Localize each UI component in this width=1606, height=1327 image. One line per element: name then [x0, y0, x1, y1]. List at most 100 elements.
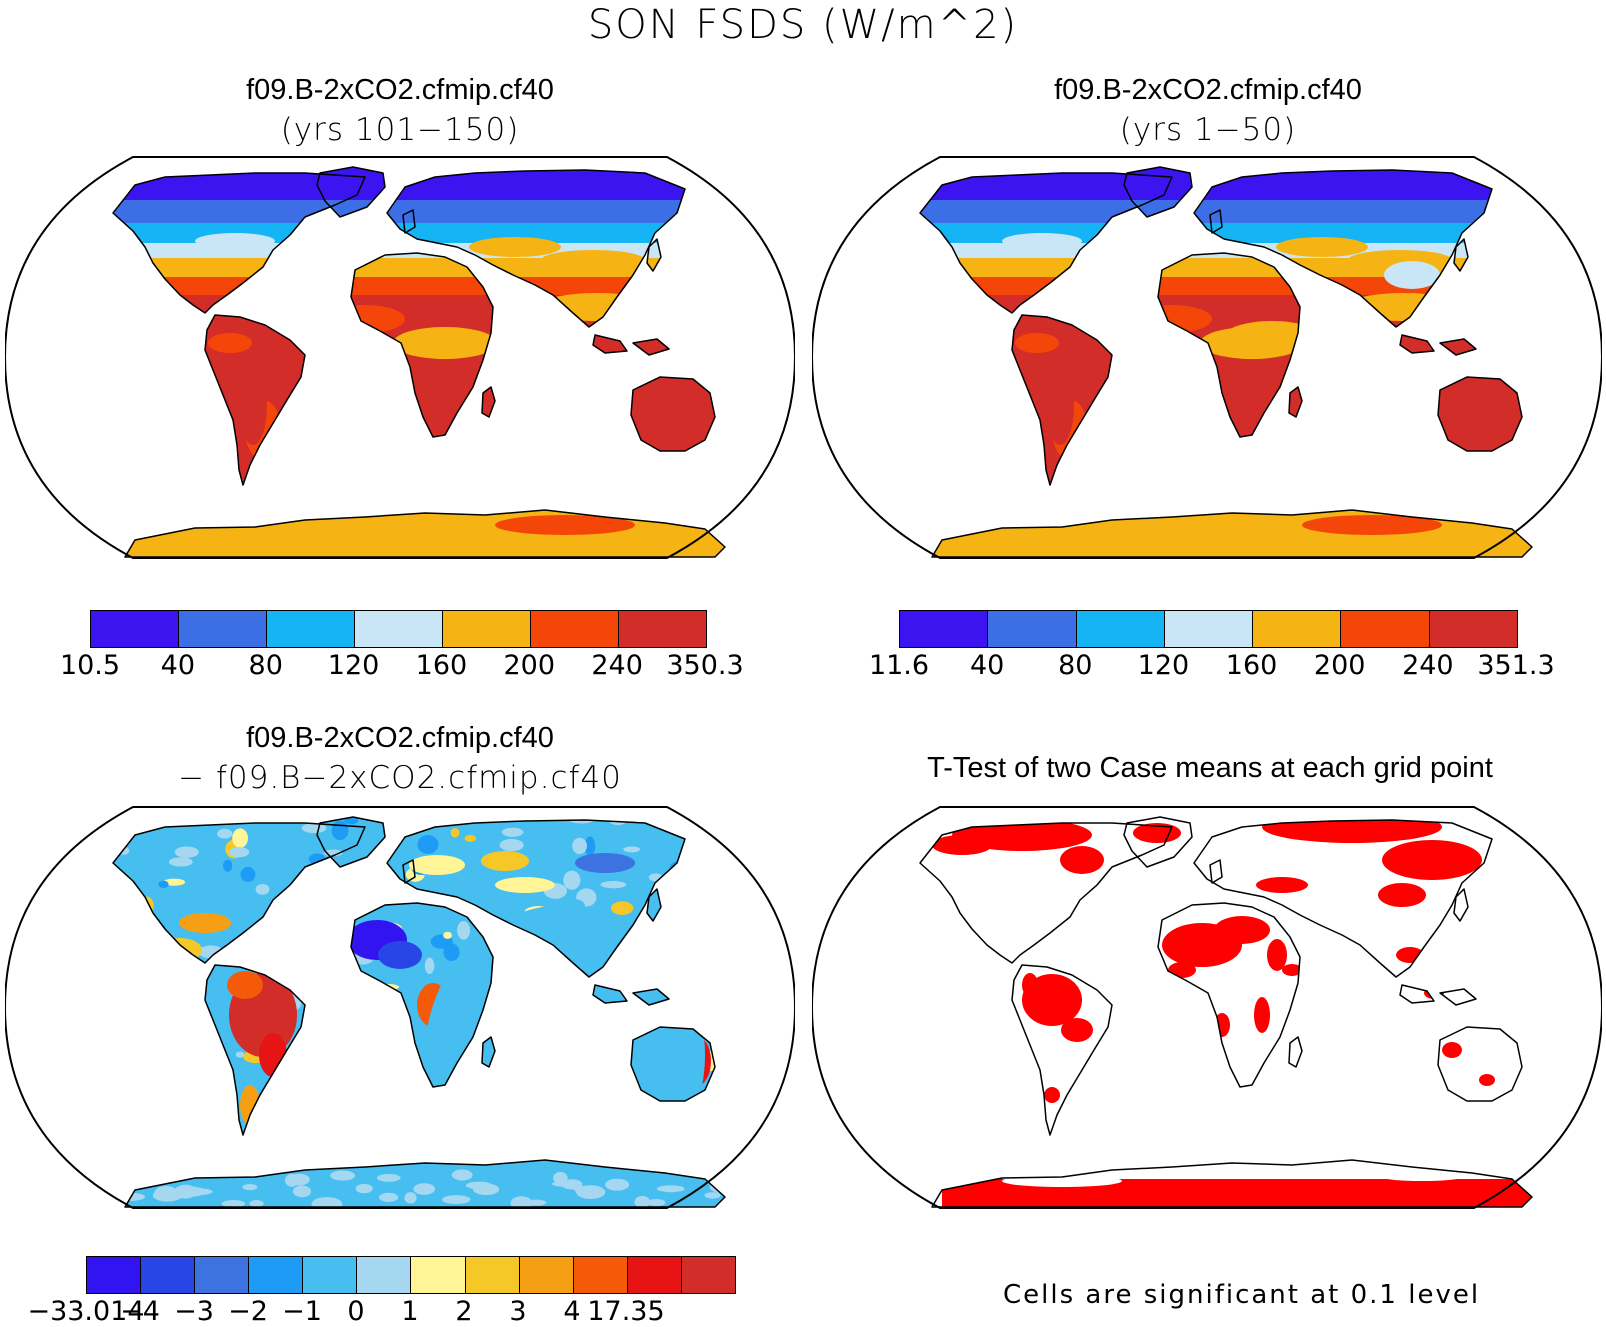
colorbar-swatch	[195, 1257, 250, 1293]
coastline-africa	[1157, 902, 1301, 1088]
coastline-madagascar	[1288, 386, 1303, 418]
map-bottom-right	[812, 806, 1602, 1209]
coastline-madagascar	[481, 386, 496, 418]
significance-note: Cells are significant at 0.1 level	[1003, 1280, 1481, 1310]
colorbar-tick-label: 4	[563, 1296, 581, 1327]
coastline-southAmerica	[1011, 314, 1113, 486]
coastline-southAmerica	[204, 964, 306, 1136]
colorbar-tick-label: 40	[969, 650, 1005, 681]
colorbar-tick-label: 160	[415, 650, 468, 681]
panel-subtitle-bottom-left: − f09.B−2xCO2.cfmip.cf40	[178, 760, 622, 796]
coastline-uk	[1209, 859, 1223, 884]
colorbar-swatch	[303, 1257, 358, 1293]
coastline-indonesia1	[592, 984, 628, 1004]
coastline-africa	[350, 902, 494, 1088]
colorbar-swatch	[1429, 611, 1517, 647]
map-border	[5, 806, 795, 1209]
colorbar-swatch	[355, 611, 443, 647]
colorbar-swatch	[1341, 611, 1430, 647]
colorbar-swatch	[141, 1257, 196, 1293]
map-border	[5, 156, 795, 559]
panel-subtitle-top-left: (yrs 101−150)	[280, 112, 520, 148]
coastline-japan	[1453, 888, 1469, 922]
colorbar-tick-label: 200	[503, 650, 556, 681]
coastline-indonesia1	[1399, 984, 1435, 1004]
coastline-greenland	[1123, 816, 1193, 868]
colorbar-swatch	[357, 1257, 412, 1293]
colorbar-swatch	[87, 1257, 142, 1293]
coastline-northAmerica	[112, 172, 366, 314]
coastline-eurasia	[386, 819, 686, 978]
colorbar-top-right	[899, 610, 1518, 648]
colorbar-tick-label: 80	[1058, 650, 1093, 681]
coastline-southAmerica	[204, 314, 306, 486]
panel-title-top-right: f09.B-2xCO2.cfmip.cf40	[1054, 74, 1362, 106]
map-top-right	[812, 156, 1602, 559]
colorbar-swatch	[443, 611, 531, 647]
colorbar-tick-label: 2	[455, 1296, 473, 1327]
coastline-antarctica	[124, 1159, 726, 1208]
panel-title-top-left: f09.B-2xCO2.cfmip.cf40	[246, 74, 554, 106]
colorbar-tick-label: 0	[347, 1296, 365, 1327]
colorbar-swatch	[531, 611, 619, 647]
coastline-australia	[630, 376, 716, 452]
coastline-indonesia2	[632, 988, 670, 1006]
colorbar-swatch	[91, 611, 179, 647]
colorbar-tick-label: 3	[509, 1296, 527, 1327]
coastline-northAmerica	[112, 822, 366, 964]
panel-subtitle-top-right: (yrs 1−50)	[1119, 112, 1297, 148]
coastline-japan	[646, 238, 662, 272]
colorbar-top-left	[90, 610, 707, 648]
colorbar-swatch	[519, 1257, 574, 1293]
coastline-antarctica	[931, 509, 1533, 558]
colorbar-swatch	[573, 1257, 628, 1293]
colorbar-swatch	[900, 611, 989, 647]
coastline-africa	[350, 252, 494, 438]
colorbar-tick-label: −1	[282, 1296, 322, 1327]
colorbar-tick-label: −33.014	[27, 1296, 145, 1327]
colorbar-bottom-left	[86, 1256, 736, 1294]
coastline-japan	[1453, 238, 1469, 272]
figure-title: SON FSDS (W/m^2)	[587, 2, 1019, 48]
panel-title-bottom-left: f09.B-2xCO2.cfmip.cf40	[246, 722, 554, 754]
panel-title-bottom-right: T-Test of two Case means at each grid po…	[927, 752, 1493, 784]
coastline-indonesia2	[1439, 988, 1477, 1006]
colorbar-swatch	[1076, 611, 1165, 647]
coastline-antarctica	[931, 1159, 1533, 1208]
colorbar-swatch	[988, 611, 1077, 647]
coastline-japan	[646, 888, 662, 922]
coastline-indonesia2	[632, 338, 670, 356]
coastline-northAmerica	[919, 172, 1173, 314]
colorbar-tick-label: 40	[160, 650, 196, 681]
colorbar-swatch	[465, 1257, 520, 1293]
colorbar-swatch	[411, 1257, 466, 1293]
map-top-left	[5, 156, 795, 559]
colorbar-tick-label: −2	[228, 1296, 268, 1327]
coastline-greenland	[316, 816, 386, 868]
colorbar-swatch	[619, 611, 706, 647]
map-border	[812, 806, 1602, 1209]
coastline-indonesia1	[1399, 334, 1435, 354]
colorbar-tick-label: 350.3	[666, 650, 744, 681]
coastline-uk	[1209, 209, 1223, 234]
coastline-africa	[1157, 252, 1301, 438]
colorbar-tick-label: 200	[1313, 650, 1366, 681]
coastline-madagascar	[1288, 1036, 1303, 1068]
colorbar-tick-label: 120	[1137, 650, 1190, 681]
colorbar-swatch	[179, 611, 267, 647]
coastline-indonesia1	[592, 334, 628, 354]
map-border	[812, 156, 1602, 559]
colorbar-tick-label: −3	[174, 1296, 214, 1327]
coastline-eurasia	[386, 169, 686, 328]
coastline-australia	[1437, 1026, 1523, 1102]
colorbar-tick-label: 351.3	[1477, 650, 1555, 681]
map-bottom-left	[5, 806, 795, 1209]
colorbar-tick-label: 120	[327, 650, 380, 681]
coastline-southAmerica	[1011, 964, 1113, 1136]
coastline-uk	[402, 859, 416, 884]
colorbar-tick-label: 1	[401, 1296, 419, 1327]
colorbar-tick-label: 240	[591, 650, 643, 681]
colorbar-swatch	[1164, 611, 1254, 647]
colorbar-swatch	[681, 1257, 735, 1293]
coastline-australia	[630, 1026, 716, 1102]
